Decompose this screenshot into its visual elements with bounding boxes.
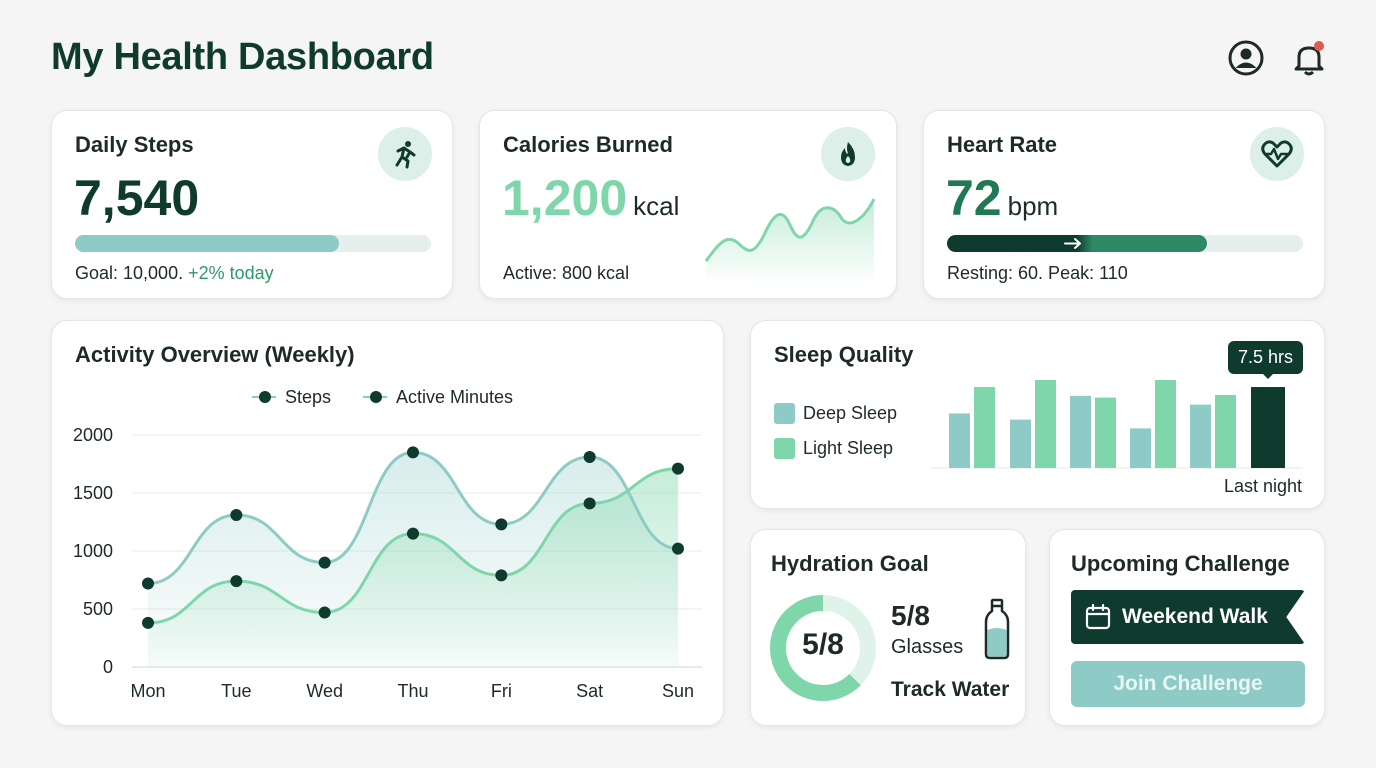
steps-progress-fill — [75, 235, 340, 252]
hydration-title: Hydration Goal — [771, 551, 929, 576]
data-point — [583, 497, 596, 510]
x-tick-label: Wed — [306, 681, 343, 701]
hydration-count: 5/8 — [891, 600, 930, 631]
calories-sparkline — [704, 198, 876, 285]
join-challenge-button[interactable]: Join Challenge — [1071, 661, 1305, 707]
calendar-icon — [1085, 604, 1111, 630]
x-tick-label: Sun — [662, 681, 694, 701]
legend-label: Steps — [285, 387, 331, 407]
sleep-footer: Last night — [1223, 476, 1302, 496]
steps-value: 7,540 — [74, 170, 200, 226]
heart-title: Heart Rate — [947, 132, 1058, 157]
legend-marker — [370, 391, 382, 403]
sleep-bar — [1070, 395, 1091, 468]
calories-title: Calories Burned — [503, 132, 673, 157]
y-tick-label: 2000 — [73, 425, 113, 445]
water-bottle-icon — [984, 598, 1010, 660]
track-water-link[interactable]: Track Water — [891, 678, 1010, 701]
legend-light-label: Light Sleep — [803, 438, 894, 458]
heart-rate-bar — [947, 235, 1303, 252]
challenge-title: Upcoming Challenge — [1071, 551, 1290, 576]
challenge-name: Weekend Walk — [1122, 605, 1268, 628]
hydration-ring-fill — [770, 595, 876, 701]
activity-chart: 0 500 1000 1500 2000 Mon Tue Wed Thu Fri Sat Sun Ste… — [73, 387, 702, 701]
legend-label: Active Minutes — [396, 387, 513, 407]
heart-card[interactable]: Heart Rate 72 bpm Resting: 60. Peak: 110 — [923, 110, 1325, 299]
legend-deep-label: Deep Sleep — [803, 403, 898, 423]
legend-deep: Deep Sleep — [774, 403, 897, 424]
steps-change: +2% today — [188, 263, 274, 283]
heart-unit: bpm — [1007, 191, 1059, 221]
notification-dot — [1314, 41, 1324, 51]
sleep-bar — [1035, 380, 1056, 468]
data-point — [583, 451, 596, 464]
data-point — [495, 569, 508, 582]
x-tick-label: Mon — [130, 681, 165, 701]
legend-light-swatch — [774, 438, 795, 459]
data-point — [318, 606, 331, 619]
legend-deep-swatch — [774, 403, 795, 424]
steps-progress — [75, 235, 431, 252]
sleep-bar — [1130, 428, 1151, 468]
calories-value: 1,200 — [502, 170, 628, 226]
sleep-bar — [1215, 394, 1236, 468]
tooltip-arrow — [1260, 371, 1276, 379]
sleep-chart — [931, 380, 1303, 469]
sleep-bar — [949, 413, 970, 468]
steps-title: Daily Steps — [75, 132, 194, 157]
activity-card[interactable]: Activity Overview (Weekly) 0 500 1000 1500 2… — [51, 320, 724, 726]
data-point — [142, 577, 154, 590]
heart-pulse-icon — [1250, 127, 1304, 181]
user-circle-icon[interactable] — [1226, 38, 1266, 78]
data-point — [230, 575, 243, 588]
y-tick-label: 1500 — [73, 483, 113, 503]
running-icon — [378, 127, 432, 181]
page-title: My Health Dashboard — [51, 36, 434, 78]
data-point — [318, 556, 331, 569]
sleep-bar — [1010, 419, 1031, 468]
steps-card[interactable]: Daily Steps 7,540 Goal: 10,000. +2% toda… — [51, 110, 453, 299]
data-point — [142, 616, 154, 629]
x-tick-label: Fri — [491, 681, 512, 701]
calories-active: Active: 800 kcal — [503, 263, 630, 283]
sleep-bar — [974, 387, 995, 468]
y-tick-label: 1000 — [73, 541, 113, 561]
sleep-title: Sleep Quality — [774, 342, 914, 367]
arrow-right-icon — [1064, 238, 1081, 249]
y-tick-label: 500 — [83, 599, 113, 619]
legend-marker — [259, 391, 271, 403]
sleep-tooltip: 7.5 hrs — [1228, 341, 1304, 374]
data-point — [407, 527, 419, 540]
heart-range: Resting: 60. Peak: 110 — [947, 263, 1128, 283]
x-tick-label: Thu — [397, 681, 428, 701]
sleep-card[interactable]: Sleep Quality Deep Sleep Light Sleep 7.5… — [750, 320, 1325, 509]
challenge-card[interactable]: Upcoming Challenge Weekend Walk Join Cha… — [1049, 529, 1325, 726]
hydration-ring — [770, 595, 876, 701]
sleep-bar — [1155, 380, 1176, 468]
legend-light: Light Sleep — [774, 438, 893, 459]
steps-goal: Goal: 10,000. — [75, 263, 184, 283]
sleep-bar — [1095, 397, 1116, 468]
bell-icon[interactable] — [1289, 38, 1329, 78]
calories-unit: kcal — [633, 191, 680, 221]
data-point — [407, 446, 419, 459]
activity-title: Activity Overview (Weekly) — [75, 342, 355, 367]
data-point — [230, 509, 243, 522]
challenge-banner[interactable]: Weekend Walk — [1071, 590, 1305, 644]
hydration-ring-label: 5/8 — [802, 628, 844, 661]
sleep-bar — [1190, 404, 1211, 468]
heart-value: 72 — [946, 170, 1002, 226]
x-tick-label: Tue — [221, 681, 251, 701]
data-point — [672, 462, 684, 475]
hydration-card[interactable]: Hydration Goal 5/8 5/8 Glasses Track Wat… — [750, 529, 1026, 726]
sleep-bar-last-night — [1251, 387, 1285, 468]
hydration-count-label: Glasses — [891, 636, 964, 658]
x-tick-label: Sat — [576, 681, 603, 701]
calories-card[interactable]: Calories Burned 1,200 kcal Active: 800 kc… — [479, 110, 897, 299]
data-point — [672, 542, 684, 555]
flame-icon — [821, 127, 875, 181]
y-tick-label: 0 — [103, 657, 113, 677]
series-area-1 — [148, 468, 678, 667]
data-point — [495, 518, 508, 531]
